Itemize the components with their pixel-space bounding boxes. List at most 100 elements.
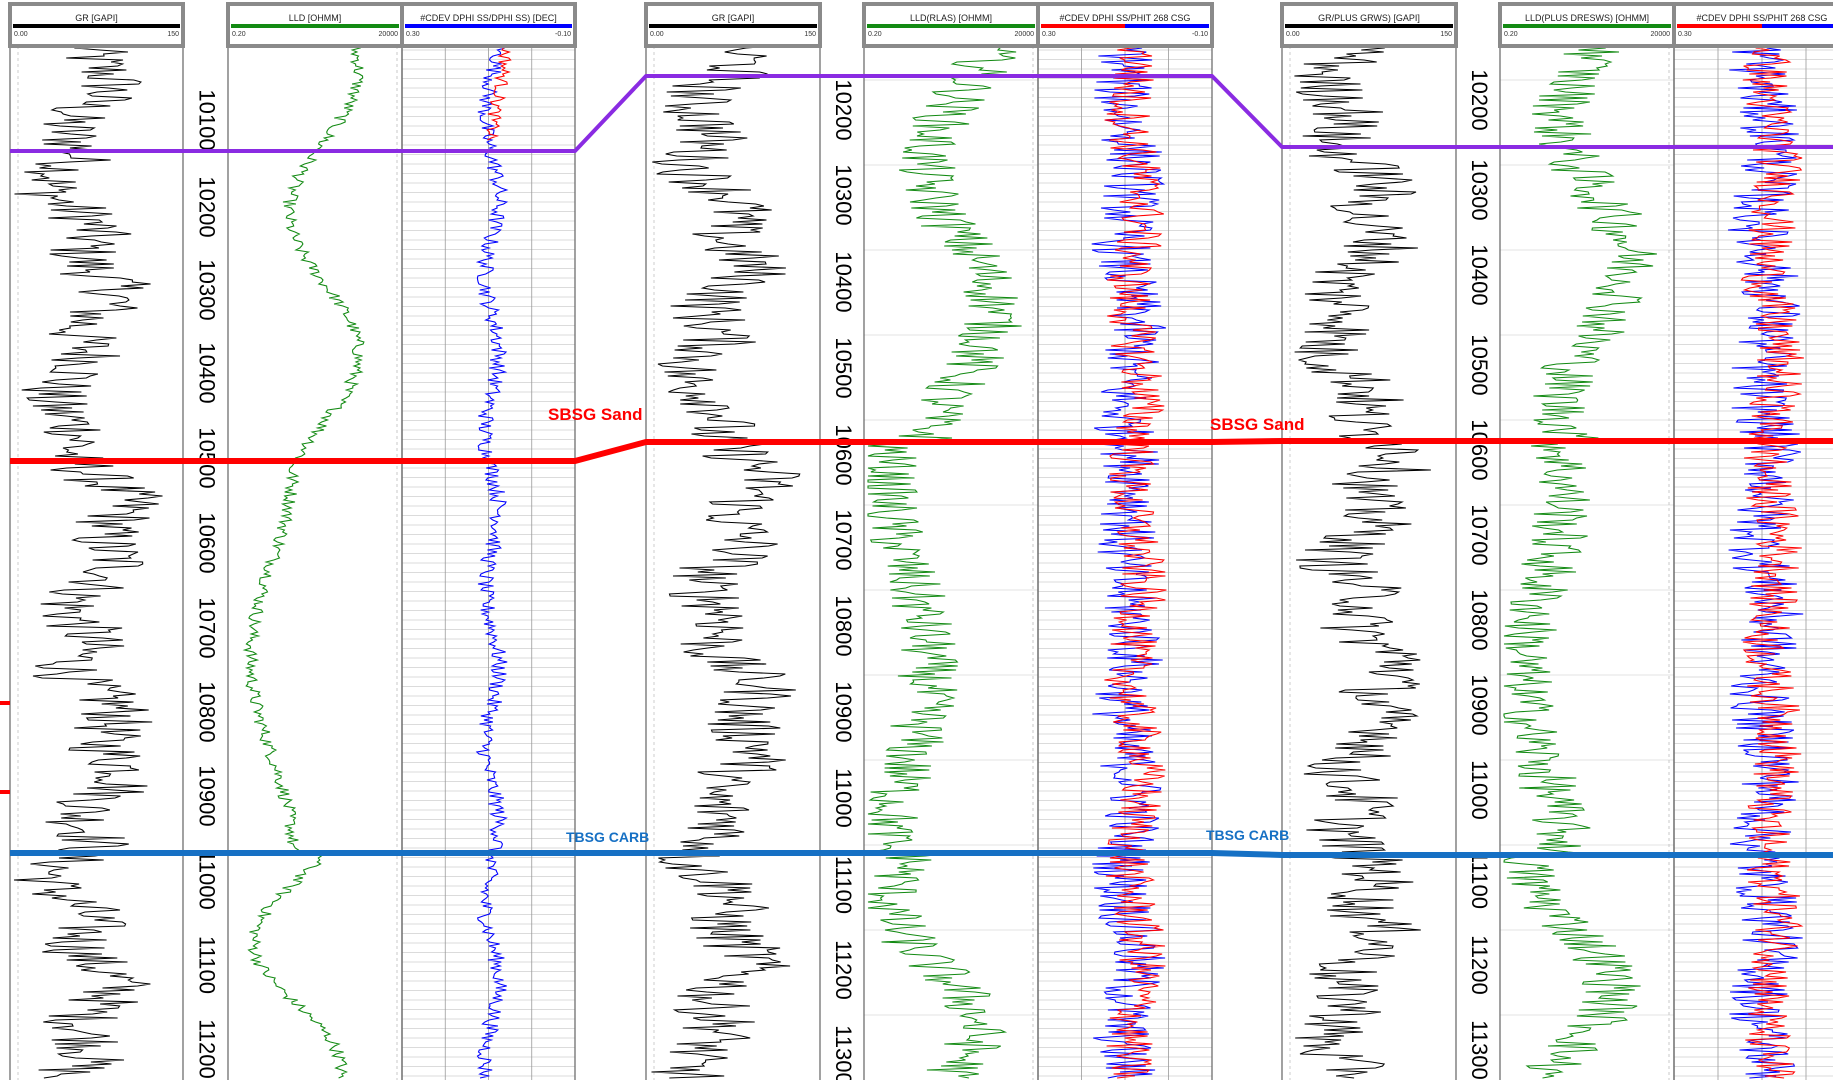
depth-label: 10500 — [1467, 334, 1492, 395]
depth-label: 10800 — [831, 595, 856, 656]
gamma-ray-curve — [1294, 45, 1431, 1079]
scale-min: 0.30 — [1042, 31, 1056, 38]
marker-line — [10, 850, 1833, 858]
scale-min: 0.00 — [650, 31, 664, 38]
scale-min: 0.00 — [1286, 31, 1300, 38]
track-header-por: #CDEV DPHI SS/PHIT 268 CSG 0.30 -0.10 — [1036, 2, 1214, 48]
marker-line — [10, 438, 1833, 464]
porosity-curve-blue — [1727, 45, 1804, 1079]
log-curves — [13, 45, 1804, 1079]
scale-min: 0.20 — [232, 31, 246, 38]
depth-label: 11200 — [1467, 935, 1492, 995]
track-title: LLD [OHMM] — [289, 13, 342, 23]
marker-label: TBSG CARB — [1206, 827, 1289, 843]
resistivity-curve — [1503, 45, 1657, 1079]
track-header-res: LLD [OHMM] 0.20 20000 — [226, 2, 404, 48]
depth-label: 11100 — [195, 936, 220, 994]
porosity-grid — [1038, 46, 1212, 1080]
track-title: GR [GAPI] — [712, 13, 755, 23]
depth-label: 10700 — [831, 509, 856, 570]
porosity-curve-blue — [1091, 45, 1167, 1079]
depth-label: 10900 — [1467, 674, 1492, 735]
scale-max: -0.10 — [1192, 31, 1208, 38]
track-title: #CDEV DPHI SS/PHIT 268 CSG — [1060, 13, 1191, 23]
porosity-grid — [402, 46, 575, 1080]
marker-label: TBSG CARB — [566, 829, 649, 845]
depth-track: 10200 10300 10400 10500 10600 10700 10800 10900… — [1467, 69, 1492, 1079]
scale-max: -0.10 — [555, 31, 571, 38]
depth-label: 10400 — [831, 251, 856, 312]
depth-label: 10800 — [195, 681, 220, 742]
depth-label: 10700 — [1467, 504, 1492, 565]
depth-label: 11200 — [831, 940, 856, 1000]
depth-label: 10100 — [195, 89, 220, 150]
depth-label: 10200 — [195, 176, 220, 237]
gamma-ray-curve — [13, 45, 163, 1079]
track-title: #CDEV DPHI SS/PHIT 268 CSG — [1697, 13, 1828, 23]
scale-max: 20000 — [1651, 31, 1671, 38]
track-title: GR/PLUS GRWS) [GAPI] — [1318, 13, 1420, 23]
depth-label: 10600 — [1467, 419, 1492, 480]
track-header-res: LLD(PLUS DRESWS) [OHMM] 0.20 20000 — [1498, 2, 1676, 48]
scale-min: 0.00 — [14, 31, 28, 38]
scale-max: 150 — [1440, 31, 1452, 38]
depth-label: 10800 — [1467, 589, 1492, 650]
depth-track: 10200 10300 10400 10500 10600 10700 10800 10900… — [831, 79, 856, 1080]
porosity-curve-red — [1740, 45, 1804, 1079]
depth-label: 10600 — [831, 424, 856, 485]
depth-label: 10900 — [195, 765, 220, 826]
track-title: GR [GAPI] — [75, 13, 118, 23]
depth-label: 10500 — [831, 337, 856, 398]
track-title: LLD(PLUS DRESWS) [OHMM] — [1525, 13, 1649, 23]
track-header-gr: GR [GAPI] 0.00 150 — [644, 2, 822, 48]
depth-track: 1010010200103001040010500106001070010800… — [195, 89, 220, 1078]
resistivity-grid — [864, 46, 1038, 1080]
track-header-gr: GR [GAPI] 0.00 150 — [8, 2, 185, 48]
scale-min: 0.20 — [868, 31, 882, 38]
marker-line — [10, 74, 1833, 153]
porosity-curve-red — [1104, 45, 1167, 1079]
depth-label: 10900 — [831, 681, 856, 742]
marker-label: SBSG Sand — [1210, 415, 1304, 434]
scale-min: 0.20 — [1504, 31, 1518, 38]
scale-max: 20000 — [1015, 31, 1035, 38]
depth-label: 10600 — [195, 512, 220, 573]
marker-label: SBSG Sand — [548, 405, 642, 424]
depth-label: 11100 — [831, 856, 856, 914]
porosity-curve-blue — [475, 45, 509, 1079]
depth-label: 10400 — [1467, 244, 1492, 305]
depth-label: 10700 — [195, 597, 220, 658]
track-header-res: LLD(RLAS) [OHMM] 0.20 20000 — [862, 2, 1040, 48]
depth-label: 10200 — [1467, 69, 1492, 130]
track-title: #CDEV DPHI SS/DPHI SS) [DEC] — [420, 13, 557, 23]
depth-label: 10200 — [831, 79, 856, 140]
resistivity-curve — [242, 45, 365, 1079]
scale-max: 20000 — [379, 31, 399, 38]
depth-label: 11300 — [1467, 1020, 1492, 1080]
scale-max: 150 — [167, 31, 179, 38]
depth-label: 10300 — [831, 164, 856, 225]
gamma-ray-curve — [651, 45, 801, 1079]
track-header-por: #CDEV DPHI SS/DPHI SS) [DEC] 0.30 -0.10 — [400, 2, 577, 48]
track-header-gr: GR/PLUS GRWS) [GAPI] 0.00 150 — [1280, 2, 1458, 48]
porosity-curve-red — [486, 45, 512, 141]
track-frames — [9, 4, 1675, 1080]
resistivity-curve — [867, 45, 1022, 1079]
depth-label: 10400 — [195, 342, 220, 403]
scale-min: 0.30 — [406, 31, 420, 38]
depth-label: 10300 — [1467, 159, 1492, 220]
track-title: LLD(RLAS) [OHMM] — [910, 13, 992, 23]
depth-label: 11000 — [1467, 760, 1492, 820]
depth-label: 11200 — [195, 1019, 220, 1079]
scale-min: 0.30 — [1678, 31, 1692, 38]
scale-max: 150 — [804, 31, 816, 38]
depth-label: 11100 — [1467, 851, 1492, 909]
depth-label: 11000 — [831, 768, 856, 828]
depth-label: 10300 — [195, 259, 220, 320]
depth-label: 11000 — [195, 850, 220, 910]
depth-label: 11300 — [831, 1025, 856, 1080]
depth-tracks: 10100 10200 10300 10400 10500 10600 10700 10800… — [195, 69, 1493, 1080]
